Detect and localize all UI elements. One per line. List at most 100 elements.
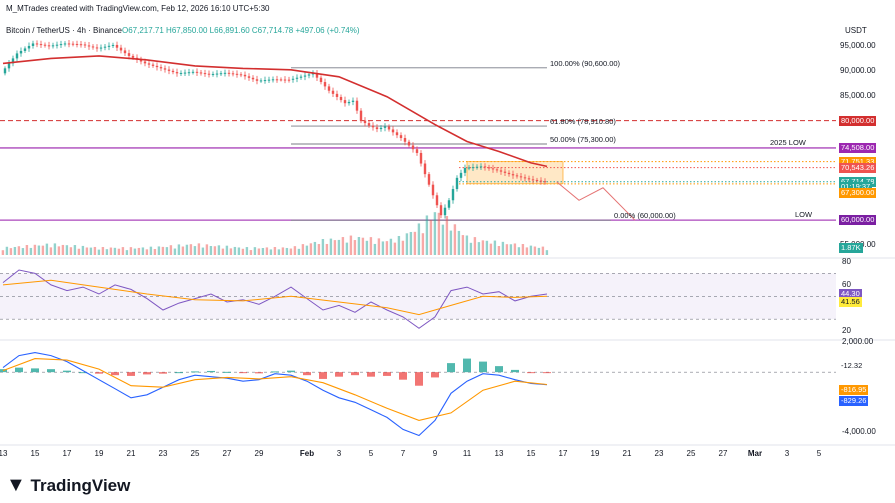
volume-bar <box>177 244 181 255</box>
volume-bar <box>9 248 13 255</box>
candle-body <box>379 127 383 130</box>
volume-bar <box>269 249 273 255</box>
volume-bar <box>265 247 269 255</box>
volume-bar <box>533 246 537 255</box>
volume-bar <box>13 246 17 255</box>
candle-body <box>367 123 371 126</box>
volume-bar <box>181 246 185 255</box>
volume-bar <box>245 247 249 255</box>
volume-bar <box>97 249 101 255</box>
volume-bar <box>537 247 541 255</box>
volume-bar <box>213 246 217 255</box>
macd-histogram-bar <box>463 358 471 373</box>
candle-body <box>283 79 287 81</box>
candle-body <box>127 53 131 56</box>
volume-bar <box>481 240 485 255</box>
volume-bar <box>341 237 345 255</box>
x-tick-label: Mar <box>747 449 763 458</box>
volume-bar <box>493 240 497 255</box>
volume-bar <box>221 248 225 255</box>
volume-bar <box>121 247 125 255</box>
candle-body <box>203 73 207 75</box>
x-tick-label: 3 <box>784 449 790 458</box>
macd-tick-label: -4,000.00 <box>842 427 876 437</box>
price-tick-label: 95,000.00 <box>840 40 876 50</box>
candle-body <box>195 71 199 73</box>
volume-bar <box>329 238 333 255</box>
signal-line <box>2 358 548 421</box>
volume-bar <box>297 248 301 255</box>
volume-bar <box>485 240 489 255</box>
candle-body <box>343 100 347 104</box>
candle-body <box>39 44 43 46</box>
candle-body <box>271 79 275 81</box>
candle-body <box>311 73 315 75</box>
volume-bar <box>501 241 505 255</box>
candle-body <box>467 167 471 169</box>
candle-body <box>523 177 527 179</box>
candle-body <box>103 46 107 48</box>
candle-body <box>119 47 123 51</box>
volume-bar <box>385 241 389 255</box>
volume-bar <box>173 248 177 255</box>
rsi-ma-line <box>2 279 548 316</box>
rsi-badge: 41.56 <box>839 297 862 307</box>
candle-body <box>499 170 503 172</box>
candle-body <box>159 67 163 69</box>
volume-bar <box>89 247 93 255</box>
candle-body <box>51 45 55 47</box>
candle-body <box>87 45 91 47</box>
candle-body <box>399 135 403 139</box>
ohlc-readout: O67,217.71 H67,850.00 L66,891.60 C67,714… <box>122 26 360 35</box>
x-tick-label: 15 <box>526 449 536 458</box>
candle-body <box>431 184 435 196</box>
macd-histogram-bar <box>191 371 199 373</box>
volume-bar <box>101 247 105 255</box>
macd-histogram-bar <box>399 372 407 380</box>
x-tick-label: 7 <box>400 449 406 458</box>
symbol-title[interactable]: Bitcoin / TetherUS · 4h · Binance <box>6 26 122 35</box>
candle-body <box>223 72 227 74</box>
volume-bar <box>133 248 137 255</box>
macd-histogram-bar <box>287 370 295 373</box>
volume-bar <box>325 243 329 255</box>
volume-bar <box>201 247 205 255</box>
macd-histogram-bar <box>543 372 551 374</box>
macd-badge: -829.26 <box>839 395 869 406</box>
volume-bar <box>257 248 261 255</box>
x-tick-label: 19 <box>590 449 600 458</box>
rsi-badge: 44.30 <box>839 289 862 299</box>
fib-label: 61.80% (78,910.80) <box>550 117 616 127</box>
x-tick-label: 3 <box>336 449 342 458</box>
x-tick-label: 21 <box>126 449 136 458</box>
macd-badge: -12.32 <box>839 361 865 372</box>
currency-label[interactable]: USDT <box>845 26 867 35</box>
candle-body <box>235 73 239 75</box>
macd-histogram-bar <box>511 369 519 373</box>
volume-bar <box>457 230 461 255</box>
candle-body <box>199 72 203 74</box>
candle-body <box>215 73 219 75</box>
macd-histogram-bar <box>319 372 327 379</box>
candle-body <box>183 72 187 74</box>
candle-body <box>27 45 31 49</box>
macd-histogram-bar <box>255 372 263 374</box>
candle-body <box>47 45 51 47</box>
volume-bar <box>437 212 441 255</box>
macd-histogram-bar <box>239 372 247 374</box>
candle-body <box>167 69 171 71</box>
volume-bar <box>309 243 313 255</box>
volume-bar <box>153 248 157 255</box>
candle-body <box>439 205 443 216</box>
candle-body <box>43 44 47 46</box>
volume-bar <box>289 248 293 255</box>
candle-body <box>255 79 259 81</box>
volume-bar <box>301 244 305 255</box>
volume-bar <box>449 230 453 255</box>
macd-histogram-bar <box>47 369 55 373</box>
x-tick-label: 25 <box>686 449 696 458</box>
candle-body <box>155 65 159 68</box>
candle-body <box>419 152 423 164</box>
